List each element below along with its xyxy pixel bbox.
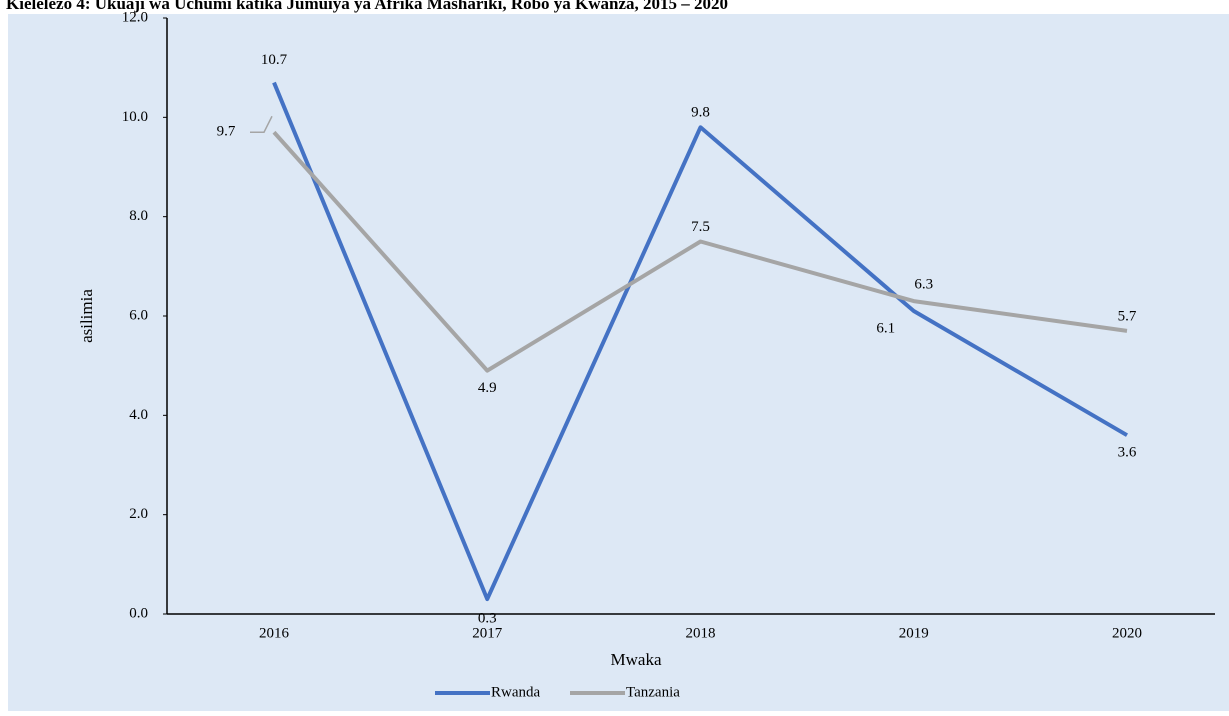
x-tick-label: 2016 [259,625,290,641]
x-tick-label: 2017 [472,625,503,641]
data-label: 6.1 [876,320,895,336]
x-tick-label: 2018 [686,625,716,641]
y-tick-label: 8.0 [129,208,148,224]
y-tick-label: 6.0 [129,307,148,323]
y-tick-label: 4.0 [129,407,148,423]
legend-label: Rwanda [491,684,540,700]
y-tick-label: 12.0 [122,9,148,25]
line-series [272,81,1129,602]
data-label: 4.9 [478,380,497,396]
line-series [272,130,1128,373]
y-tick-label: 0.0 [129,605,148,621]
data-label: 9.8 [691,105,710,121]
chart-background [8,14,1229,711]
leader-line [250,115,273,133]
data-label: 7.5 [691,219,710,235]
chart-title: Kielelezo 4: Ukuaji wa Uchumi katika Jum… [6,0,728,13]
x-tick-label: 2020 [1112,625,1142,641]
data-label: 9.7 [217,124,236,140]
data-label: 3.6 [1118,445,1137,461]
legend-label: Tanzania [626,684,680,700]
x-axis-label: Mwaka [611,650,662,669]
y-axis-label: asilimia [77,289,96,343]
y-tick-label: 10.0 [122,109,148,125]
data-label: 10.7 [261,52,288,68]
data-label: 6.3 [914,277,933,293]
data-label: 5.7 [1118,308,1137,324]
x-tick-label: 2019 [899,625,929,641]
y-tick-label: 2.0 [129,506,148,522]
data-label: 0.3 [478,611,497,627]
